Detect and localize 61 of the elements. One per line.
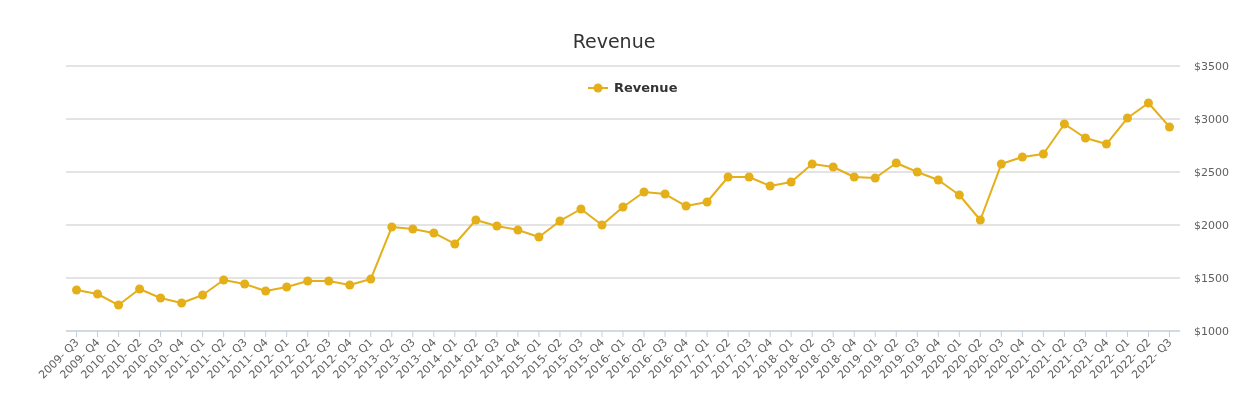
point: [492, 221, 502, 231]
point: [954, 190, 964, 200]
point: [1059, 119, 1069, 129]
point: [597, 220, 607, 230]
point: [975, 215, 985, 225]
y-tick-label: $2500: [1194, 166, 1229, 179]
point: [114, 300, 124, 310]
point: [1122, 113, 1132, 123]
point: [198, 290, 208, 300]
point: [219, 275, 229, 285]
point: [681, 201, 691, 211]
point: [1164, 122, 1174, 132]
point: [282, 282, 292, 292]
point: [576, 204, 586, 214]
point: [429, 228, 439, 238]
point: [1038, 149, 1048, 159]
point: [723, 172, 733, 182]
point: [765, 181, 775, 191]
y-tick-label: $3000: [1194, 113, 1229, 126]
point: [786, 177, 796, 187]
point: [93, 289, 103, 299]
point: [933, 175, 943, 185]
point: [1101, 139, 1111, 149]
point: [870, 173, 880, 183]
chart-title: Revenue: [572, 30, 656, 52]
point: [156, 293, 166, 303]
point: [534, 232, 544, 242]
point: [1017, 152, 1027, 162]
point: [849, 172, 859, 182]
point: [702, 197, 712, 207]
y-tick-label: $1000: [1194, 325, 1229, 338]
point: [828, 162, 838, 172]
point: [471, 215, 481, 225]
y-tick-label: $1500: [1194, 272, 1229, 285]
point: [450, 239, 460, 249]
y-tick-label: $3500: [1194, 60, 1229, 73]
point: [177, 298, 187, 308]
point: [1143, 98, 1153, 108]
point: [240, 279, 250, 289]
point: [618, 202, 628, 212]
point: [891, 158, 901, 168]
point: [261, 286, 271, 296]
point: [1080, 133, 1090, 143]
point: [387, 222, 397, 232]
point: [807, 159, 817, 169]
y-tick-label: $2000: [1194, 219, 1229, 232]
point: [408, 224, 418, 234]
point: [72, 285, 82, 295]
point: [744, 172, 754, 182]
point: [513, 225, 523, 235]
point: [639, 187, 649, 197]
point: [324, 276, 334, 286]
point: [660, 189, 670, 199]
point: [366, 274, 376, 284]
point: [303, 276, 313, 286]
point: [912, 167, 922, 177]
legend-label: Revenue: [614, 80, 678, 95]
point: [996, 159, 1006, 169]
point: [345, 280, 355, 290]
point: [555, 216, 565, 226]
point: [135, 284, 145, 294]
